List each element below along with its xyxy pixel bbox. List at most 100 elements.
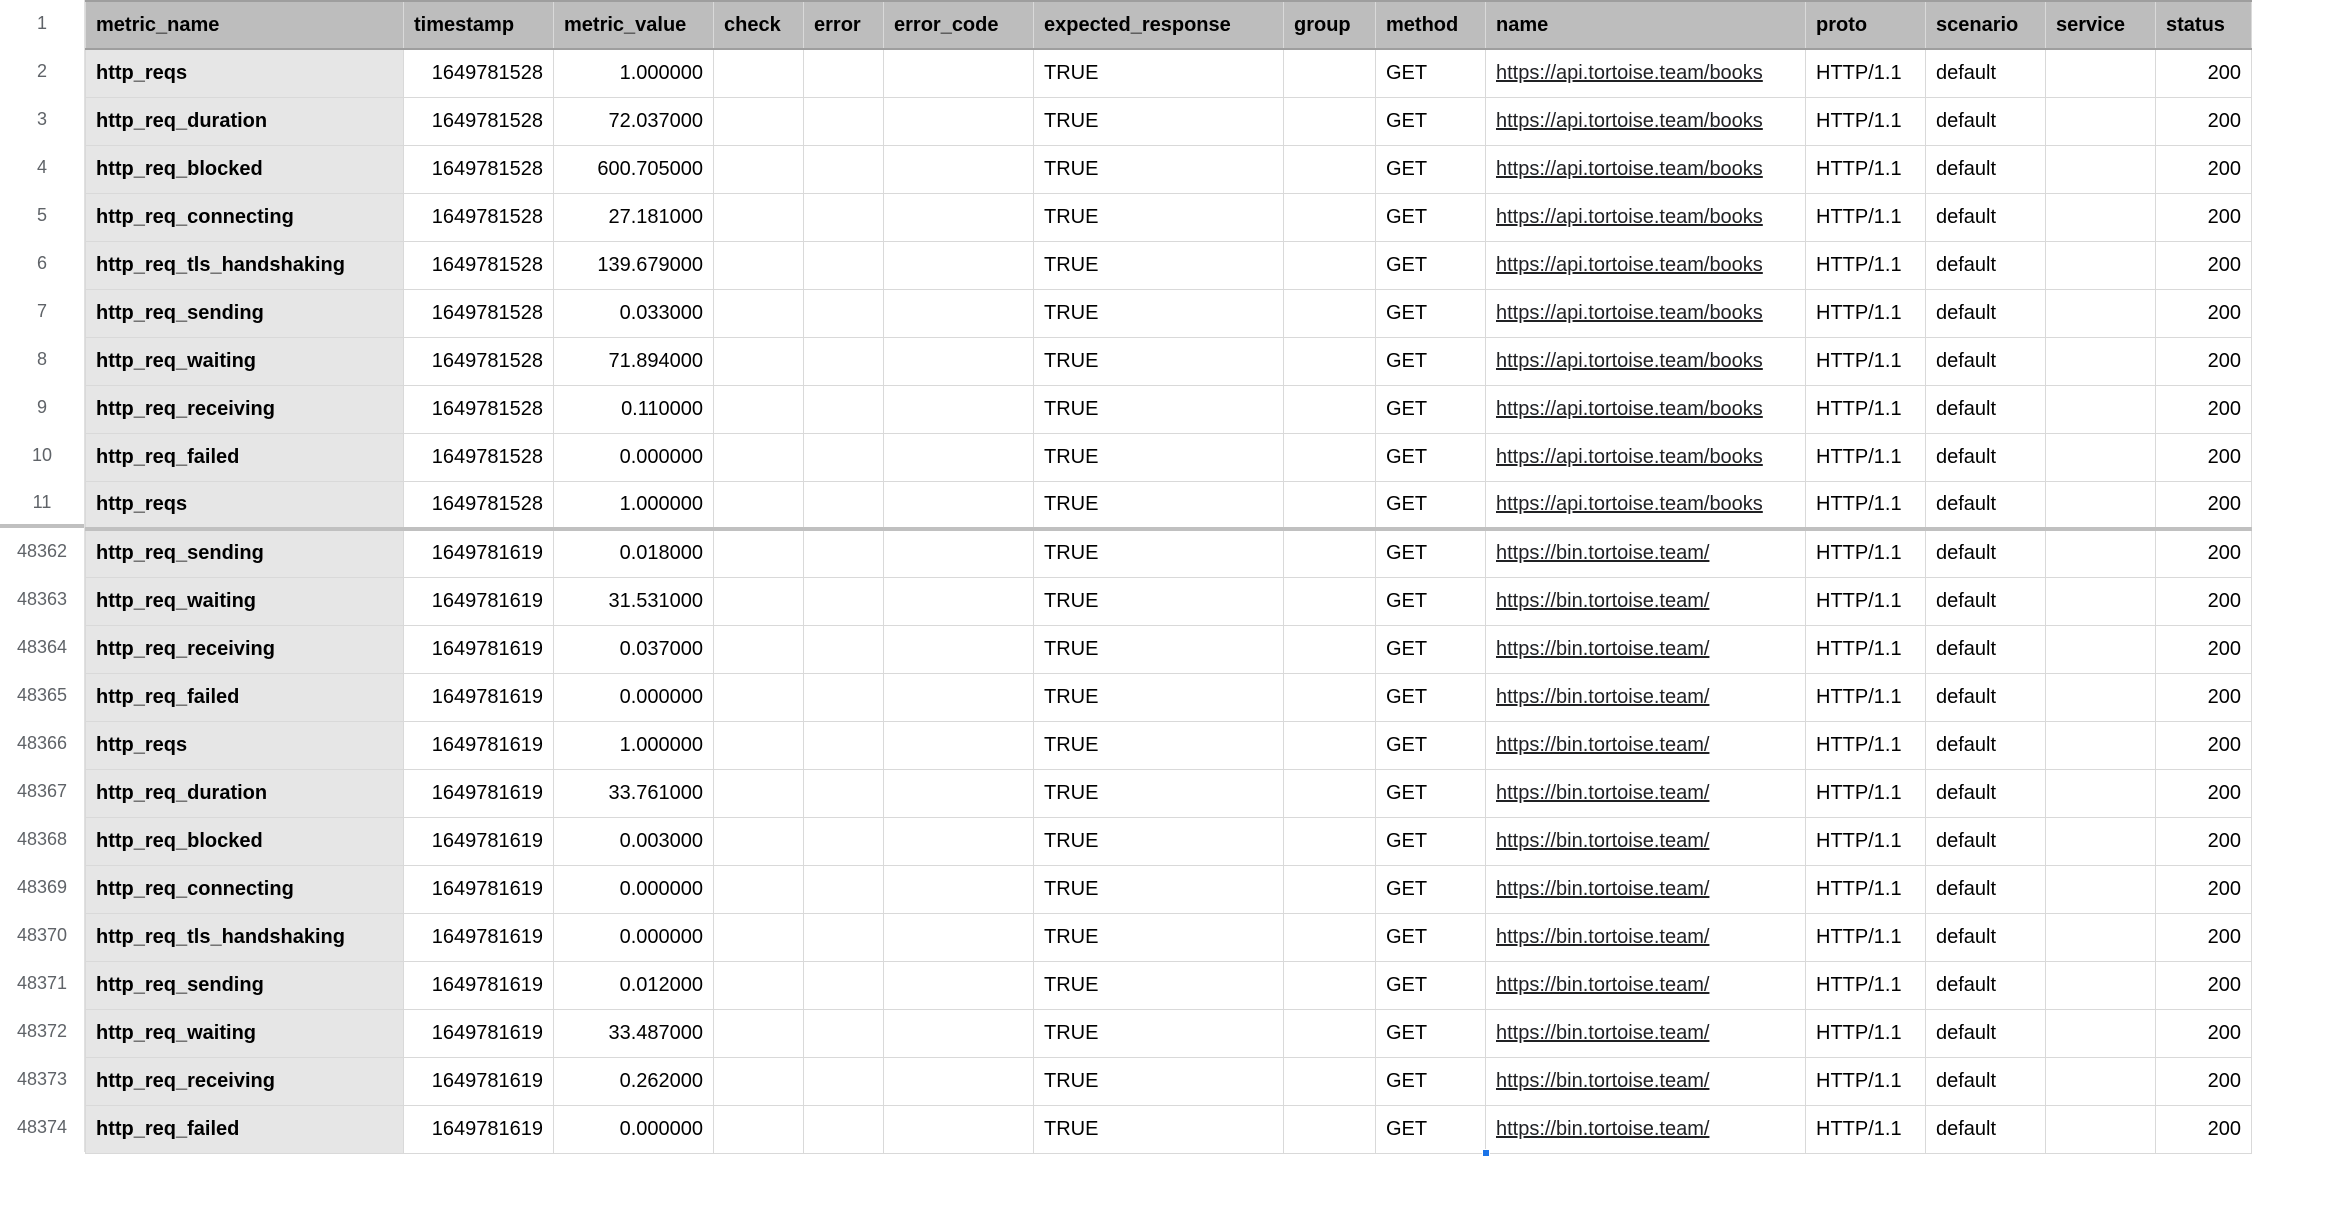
cell-check[interactable] [714, 1009, 804, 1057]
cell-error_code[interactable] [884, 577, 1034, 625]
cell-name[interactable]: https://bin.tortoise.team/ [1486, 625, 1806, 673]
cell-status[interactable]: 200 [2156, 193, 2252, 241]
cell-group[interactable] [1284, 1057, 1376, 1105]
cell-error[interactable] [804, 1009, 884, 1057]
cell-check[interactable] [714, 97, 804, 145]
data-grid[interactable]: metric_nametimestampmetric_valuecheckerr… [85, 0, 2252, 1154]
cell-scenario[interactable]: default [1926, 481, 2046, 529]
cell-method[interactable]: GET [1376, 673, 1486, 721]
cell-error[interactable] [804, 721, 884, 769]
cell-status[interactable]: 200 [2156, 721, 2252, 769]
cell-error_code[interactable] [884, 289, 1034, 337]
cell-check[interactable] [714, 385, 804, 433]
cell-group[interactable] [1284, 1009, 1376, 1057]
cell-status[interactable]: 200 [2156, 433, 2252, 481]
cell-error_code[interactable] [884, 337, 1034, 385]
cell-timestamp[interactable]: 1649781528 [404, 433, 554, 481]
row-number[interactable]: 48364 [0, 624, 84, 672]
row-number[interactable]: 8 [0, 336, 84, 384]
cell-group[interactable] [1284, 721, 1376, 769]
cell-proto[interactable]: HTTP/1.1 [1806, 97, 1926, 145]
cell-metric_value[interactable]: 33.761000 [554, 769, 714, 817]
cell-service[interactable] [2046, 529, 2156, 577]
cell-error[interactable] [804, 289, 884, 337]
row-number[interactable]: 48372 [0, 1008, 84, 1056]
cell-service[interactable] [2046, 289, 2156, 337]
cell-service[interactable] [2046, 193, 2156, 241]
cell-check[interactable] [714, 481, 804, 529]
cell-scenario[interactable]: default [1926, 769, 2046, 817]
cell-proto[interactable]: HTTP/1.1 [1806, 961, 1926, 1009]
cell-expected_response[interactable]: TRUE [1034, 721, 1284, 769]
cell-timestamp[interactable]: 1649781619 [404, 865, 554, 913]
cell-expected_response[interactable]: TRUE [1034, 337, 1284, 385]
cell-name[interactable]: https://bin.tortoise.team/ [1486, 817, 1806, 865]
cell-method[interactable]: GET [1376, 49, 1486, 97]
url-link[interactable]: https://bin.tortoise.team/ [1496, 974, 1709, 996]
cell-metric_value[interactable]: 0.037000 [554, 625, 714, 673]
cell-expected_response[interactable]: TRUE [1034, 97, 1284, 145]
cell-expected_response[interactable]: TRUE [1034, 193, 1284, 241]
cell-group[interactable] [1284, 961, 1376, 1009]
cell-expected_response[interactable]: TRUE [1034, 961, 1284, 1009]
cell-group[interactable] [1284, 433, 1376, 481]
cell-proto[interactable]: HTTP/1.1 [1806, 241, 1926, 289]
cell-check[interactable] [714, 577, 804, 625]
table-row[interactable]: http_req_waiting164978161933.487000TRUEG… [86, 1009, 2252, 1057]
cell-timestamp[interactable]: 1649781619 [404, 769, 554, 817]
cell-error_code[interactable] [884, 433, 1034, 481]
cell-check[interactable] [714, 145, 804, 193]
url-link[interactable]: https://bin.tortoise.team/ [1496, 830, 1709, 852]
cell-timestamp[interactable]: 1649781619 [404, 625, 554, 673]
table-row[interactable]: http_req_receiving16497816190.262000TRUE… [86, 1057, 2252, 1105]
cell-proto[interactable]: HTTP/1.1 [1806, 385, 1926, 433]
cell-proto[interactable]: HTTP/1.1 [1806, 49, 1926, 97]
table-row[interactable]: http_req_failed16497815280.000000TRUEGET… [86, 433, 2252, 481]
column-header[interactable]: error_code [884, 1, 1034, 49]
cell-status[interactable]: 200 [2156, 673, 2252, 721]
cell-name[interactable]: https://api.tortoise.team/books [1486, 49, 1806, 97]
cell-metric_name[interactable]: http_req_waiting [86, 577, 404, 625]
cell-metric_value[interactable]: 1.000000 [554, 49, 714, 97]
row-number[interactable]: 48367 [0, 768, 84, 816]
cell-metric_value[interactable]: 1.000000 [554, 481, 714, 529]
cell-metric_name[interactable]: http_req_duration [86, 97, 404, 145]
cell-expected_response[interactable]: TRUE [1034, 673, 1284, 721]
cell-proto[interactable]: HTTP/1.1 [1806, 721, 1926, 769]
cell-timestamp[interactable]: 1649781528 [404, 49, 554, 97]
cell-timestamp[interactable]: 1649781619 [404, 577, 554, 625]
table-row[interactable]: http_req_tls_handshaking16497816190.0000… [86, 913, 2252, 961]
cell-metric_name[interactable]: http_req_receiving [86, 385, 404, 433]
cell-metric_value[interactable]: 600.705000 [554, 145, 714, 193]
table-row[interactable]: http_req_connecting164978152827.181000TR… [86, 193, 2252, 241]
cell-metric_value[interactable]: 0.262000 [554, 1057, 714, 1105]
cell-name[interactable]: https://api.tortoise.team/books [1486, 97, 1806, 145]
row-number[interactable]: 6 [0, 240, 84, 288]
column-header[interactable]: name [1486, 1, 1806, 49]
column-header[interactable]: expected_response [1034, 1, 1284, 49]
cell-proto[interactable]: HTTP/1.1 [1806, 433, 1926, 481]
cell-metric_value[interactable]: 33.487000 [554, 1009, 714, 1057]
cell-error[interactable] [804, 193, 884, 241]
cell-group[interactable] [1284, 337, 1376, 385]
cell-metric_name[interactable]: http_reqs [86, 721, 404, 769]
column-header[interactable]: service [2046, 1, 2156, 49]
cell-method[interactable]: GET [1376, 577, 1486, 625]
cell-timestamp[interactable]: 1649781528 [404, 385, 554, 433]
cell-metric_name[interactable]: http_req_sending [86, 289, 404, 337]
cell-group[interactable] [1284, 385, 1376, 433]
cell-timestamp[interactable]: 1649781619 [404, 673, 554, 721]
cell-name[interactable]: https://api.tortoise.team/books [1486, 481, 1806, 529]
cell-method[interactable]: GET [1376, 337, 1486, 385]
table-row[interactable]: http_req_receiving16497816190.037000TRUE… [86, 625, 2252, 673]
cell-expected_response[interactable]: TRUE [1034, 625, 1284, 673]
row-number[interactable]: 3 [0, 96, 84, 144]
table-row[interactable]: http_req_failed16497816190.000000TRUEGET… [86, 1105, 2252, 1153]
cell-expected_response[interactable]: TRUE [1034, 1009, 1284, 1057]
cell-scenario[interactable]: default [1926, 145, 2046, 193]
cell-service[interactable] [2046, 1105, 2156, 1153]
cell-metric_name[interactable]: http_reqs [86, 49, 404, 97]
cell-name[interactable]: https://bin.tortoise.team/ [1486, 1057, 1806, 1105]
table-row[interactable]: http_req_sending16497815280.033000TRUEGE… [86, 289, 2252, 337]
cell-check[interactable] [714, 49, 804, 97]
